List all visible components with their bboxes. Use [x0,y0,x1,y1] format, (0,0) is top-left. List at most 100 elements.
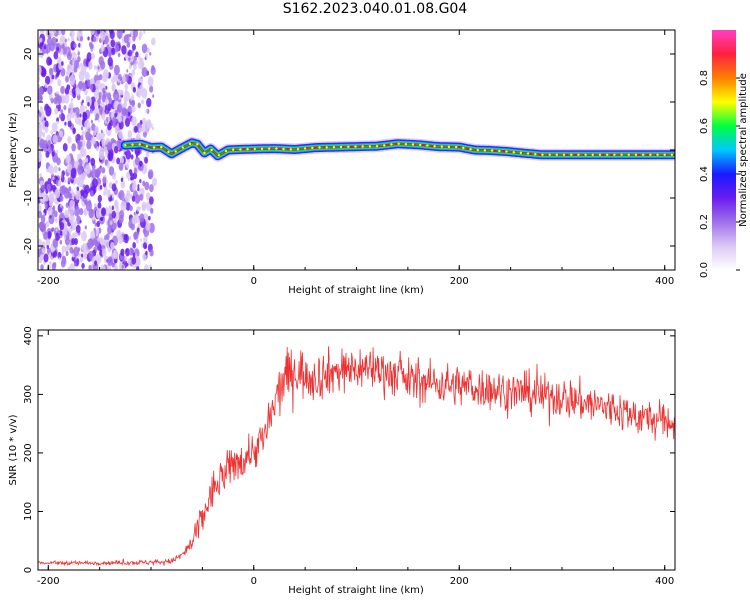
noise-speck [74,262,77,267]
noise-speck [98,91,102,98]
noise-speck [45,220,50,228]
noise-speck [90,230,96,240]
noise-speck [47,85,53,95]
noise-speck [87,36,90,41]
noise-speck [71,72,74,77]
noise-speck [101,248,107,257]
noise-speck [101,207,107,217]
ridge-fleck [483,149,487,152]
noise-speck [79,44,82,48]
noise-speck [89,236,96,247]
ridge-fleck [296,148,300,151]
noise-speck [79,219,82,224]
noise-speck [61,170,66,177]
noise-speck [97,201,102,209]
snr-ylabel: SNR (10 * v/v) [8,414,19,485]
noise-speck [114,265,119,270]
noise-speck [124,256,128,261]
noise-speck [52,238,59,249]
noise-speck [103,146,108,153]
noise-speck [99,185,103,190]
ridge-fleck [541,153,544,156]
noise-speck [110,220,113,225]
noise-speck [107,56,113,67]
noise-speck [82,112,88,121]
noise-speck [40,264,44,270]
spectrogram-content [38,30,675,270]
ridge-fleck [232,148,235,151]
ridge-fleck [239,148,242,151]
noise-speck [59,195,64,202]
noise-speck [115,179,118,185]
noise-speck [129,193,133,199]
noise-speck [114,125,119,134]
noise-speck [127,130,133,139]
noise-speck [139,213,145,223]
colorbar-label: Normalized spectral amplitude [738,73,749,227]
ridge-fleck [253,147,256,151]
noise-speck [60,174,63,178]
noise-speck [86,140,92,150]
noise-speck [117,106,120,112]
noise-speck [38,248,41,258]
noise-speck [54,107,59,115]
ridge-fleck [318,146,321,149]
ridge-fleck [311,146,314,150]
noise-speck [145,222,151,232]
noise-speck [132,182,137,192]
x-tick-label: -200 [37,276,60,287]
noise-speck [61,61,64,66]
x-tick-label: 200 [450,576,469,587]
noise-speck [39,30,45,35]
noise-speck [126,41,131,48]
x-tick-label: -200 [37,576,60,587]
noise-speck [132,86,137,93]
noise-speck [104,98,108,105]
noise-speck [57,78,62,87]
noise-speck [123,34,129,44]
ridge-fleck [512,151,515,154]
noise-speck [75,190,81,201]
noise-speck [68,213,75,225]
ridge-fleck [656,153,659,156]
ridge-fleck [577,153,580,156]
snr-content [38,346,675,567]
noise-speck [67,135,72,144]
noise-speck [61,205,64,210]
noise-speck [50,256,54,261]
noise-speck [137,187,140,192]
ridge-fleck [138,143,141,146]
x-tick-label: 0 [251,576,257,587]
noise-speck [91,123,96,131]
noise-speck [124,193,131,203]
noise-speck [131,216,137,225]
noise-speck [90,119,93,124]
colorbar-ticks: 0.0 0.2 0.4 0.6 0.8 [699,70,740,278]
noise-speck [83,251,88,260]
ridge-fleck [188,142,192,146]
noise-speck [69,74,76,86]
noise-speck [112,194,115,199]
noise-speck [38,112,42,117]
noise-speck [130,176,133,181]
noise-speck [84,164,91,175]
noise-speck [64,121,67,126]
y-tick-label: 10 [23,96,34,109]
noise-speck [151,37,156,46]
ridge-fleck [217,153,221,157]
noise-speck [84,71,90,81]
noise-speck [111,205,115,211]
ridge-fleck [131,143,134,146]
ridge-fleck [339,145,343,149]
noise-speck [132,252,136,258]
noise-speck [107,116,111,122]
noise-speck [145,109,148,114]
spectrogram-ticks: -200 0 200 400 -20 -10 0 10 20 [23,30,675,287]
noise-speck [85,131,91,141]
noise-speck [69,246,74,254]
noise-speck [54,217,58,223]
ridge-fleck [641,153,645,156]
noise-speck [132,63,137,71]
y-tick-label: -10 [23,190,34,206]
